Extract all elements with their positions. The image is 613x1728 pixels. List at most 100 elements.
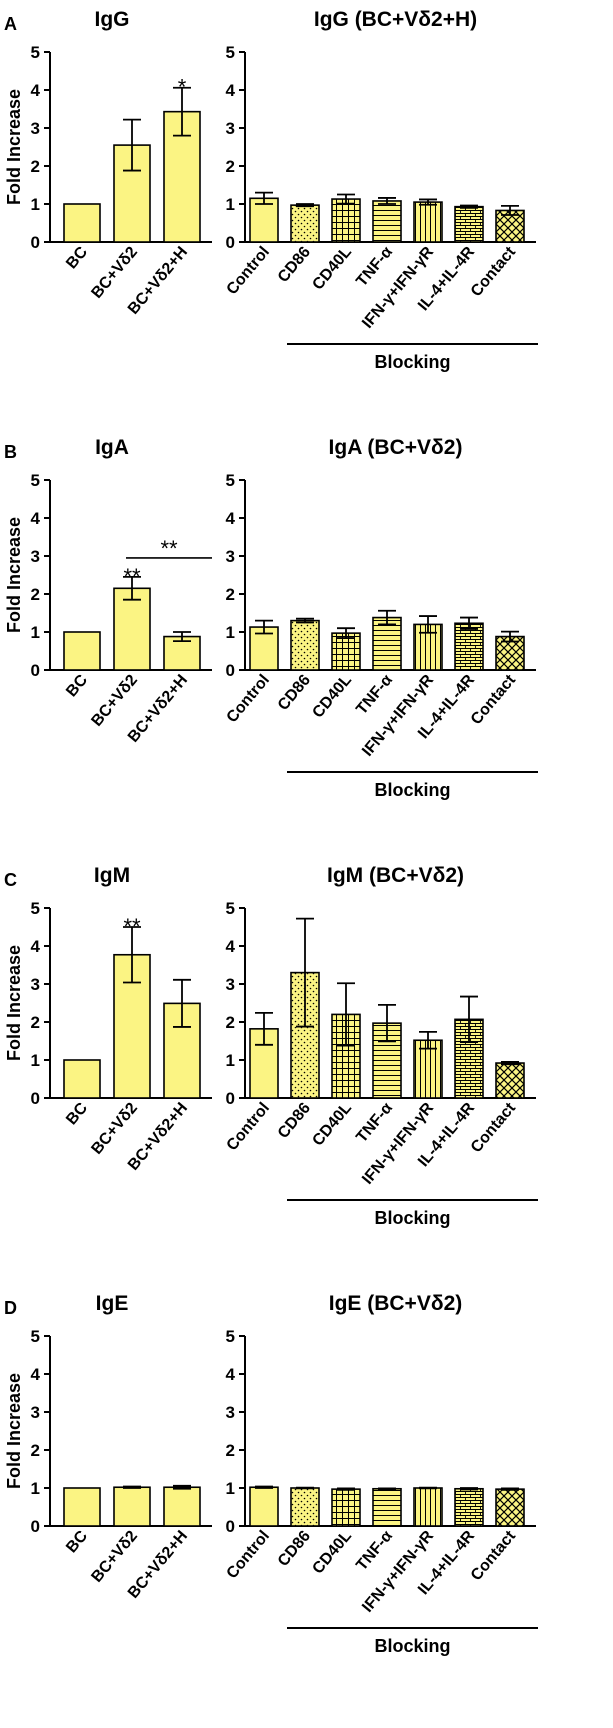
panel-label-a: A	[4, 14, 17, 34]
bar	[372, 1487, 402, 1527]
bar	[249, 197, 279, 243]
chart-title: IgG (BC+Vδ2+H)	[314, 8, 477, 31]
x-tick-label: CD40L	[309, 1527, 355, 1577]
y-tick-label: 0	[31, 1517, 40, 1536]
bar	[413, 1039, 443, 1099]
y-tick-label: 0	[226, 1089, 235, 1108]
y-axis-label: Fold Increase	[4, 517, 24, 633]
y-tick-label: 1	[226, 1051, 235, 1070]
y-tick-label: 3	[226, 1403, 235, 1422]
y-tick-label: 5	[226, 899, 235, 918]
y-tick-label: 1	[226, 1479, 235, 1498]
bar	[163, 1486, 201, 1527]
blocking-label: Blocking	[374, 780, 450, 800]
significance-marker: **	[123, 564, 141, 589]
y-axis-label: Fold Increase	[4, 945, 24, 1061]
y-tick-label: 2	[226, 157, 235, 176]
y-tick-label: 1	[31, 195, 40, 214]
y-tick-label: 5	[226, 471, 235, 490]
x-tick-label: BC+Vδ2	[88, 672, 141, 730]
y-tick-label: 2	[226, 585, 235, 604]
y-tick-label: 4	[31, 509, 41, 528]
y-tick-label: 4	[226, 81, 236, 100]
x-tick-label: BC+Vδ2	[88, 1100, 141, 1158]
bar	[413, 1487, 443, 1527]
x-tick-label: BC	[63, 1527, 91, 1556]
x-tick-label: CD40L	[309, 1099, 355, 1149]
y-tick-label: 2	[226, 1013, 235, 1032]
bar	[290, 204, 320, 243]
x-tick-label: Contact	[468, 243, 520, 300]
x-tick-label: CD40L	[309, 243, 355, 293]
y-tick-label: 4	[31, 81, 41, 100]
y-tick-label: 3	[226, 975, 235, 994]
x-tick-label: BC	[63, 671, 91, 700]
y-tick-label: 4	[31, 937, 41, 956]
chart-title: IgE (BC+Vδ2)	[329, 1292, 463, 1315]
y-tick-label: 2	[31, 1441, 40, 1460]
blocking-label: Blocking	[374, 352, 450, 372]
x-tick-label: BC	[63, 1099, 91, 1128]
bar	[249, 1486, 279, 1527]
x-tick-label: CD40L	[309, 671, 355, 721]
y-tick-label: 1	[31, 623, 40, 642]
y-tick-label: 3	[31, 975, 40, 994]
y-tick-label: 0	[226, 233, 235, 252]
comparison-marker: **	[160, 536, 178, 561]
bar	[413, 201, 443, 243]
y-tick-label: 5	[31, 471, 40, 490]
y-tick-label: 5	[31, 1327, 40, 1346]
significance-marker: **	[123, 914, 141, 939]
y-tick-label: 4	[226, 1365, 236, 1384]
y-tick-label: 0	[226, 1517, 235, 1536]
bar	[113, 587, 151, 671]
bar	[454, 1487, 484, 1527]
panel-label-c: C	[4, 870, 17, 890]
x-tick-label: CD86	[275, 672, 314, 714]
x-tick-label: BC+Vδ2	[88, 244, 141, 302]
bar	[372, 200, 402, 243]
bar	[372, 616, 402, 671]
bar	[290, 619, 320, 671]
bar	[63, 1059, 101, 1099]
bar	[495, 1488, 525, 1527]
chart-title: IgA	[95, 436, 129, 459]
chart-title: IgE	[96, 1292, 129, 1315]
x-tick-label: CD86	[275, 1100, 314, 1142]
bar	[63, 203, 101, 243]
bar	[331, 1488, 361, 1527]
panel-label-d: D	[4, 1298, 17, 1318]
y-tick-label: 0	[31, 1089, 40, 1108]
y-tick-label: 2	[31, 585, 40, 604]
y-tick-label: 3	[226, 119, 235, 138]
bar	[290, 1487, 320, 1527]
bar	[454, 622, 484, 671]
y-tick-label: 5	[226, 1327, 235, 1346]
panel-label-b: B	[4, 442, 17, 462]
significance-marker: *	[178, 75, 187, 100]
chart-title: IgM (BC+Vδ2)	[327, 864, 464, 887]
y-axis-label: Fold Increase	[4, 1373, 24, 1489]
y-tick-label: 4	[226, 509, 236, 528]
y-tick-label: 1	[226, 195, 235, 214]
y-tick-label: 4	[31, 1365, 41, 1384]
bar	[113, 1486, 151, 1527]
bar	[63, 1487, 101, 1527]
y-tick-label: 5	[226, 43, 235, 62]
y-tick-label: 0	[31, 233, 40, 252]
y-tick-label: 3	[226, 547, 235, 566]
y-tick-label: 4	[226, 937, 236, 956]
y-tick-label: 3	[31, 547, 40, 566]
y-tick-label: 2	[226, 1441, 235, 1460]
x-tick-label: CD86	[275, 244, 314, 286]
bar	[495, 1062, 525, 1099]
x-tick-label: BC+Vδ2	[88, 1528, 141, 1586]
